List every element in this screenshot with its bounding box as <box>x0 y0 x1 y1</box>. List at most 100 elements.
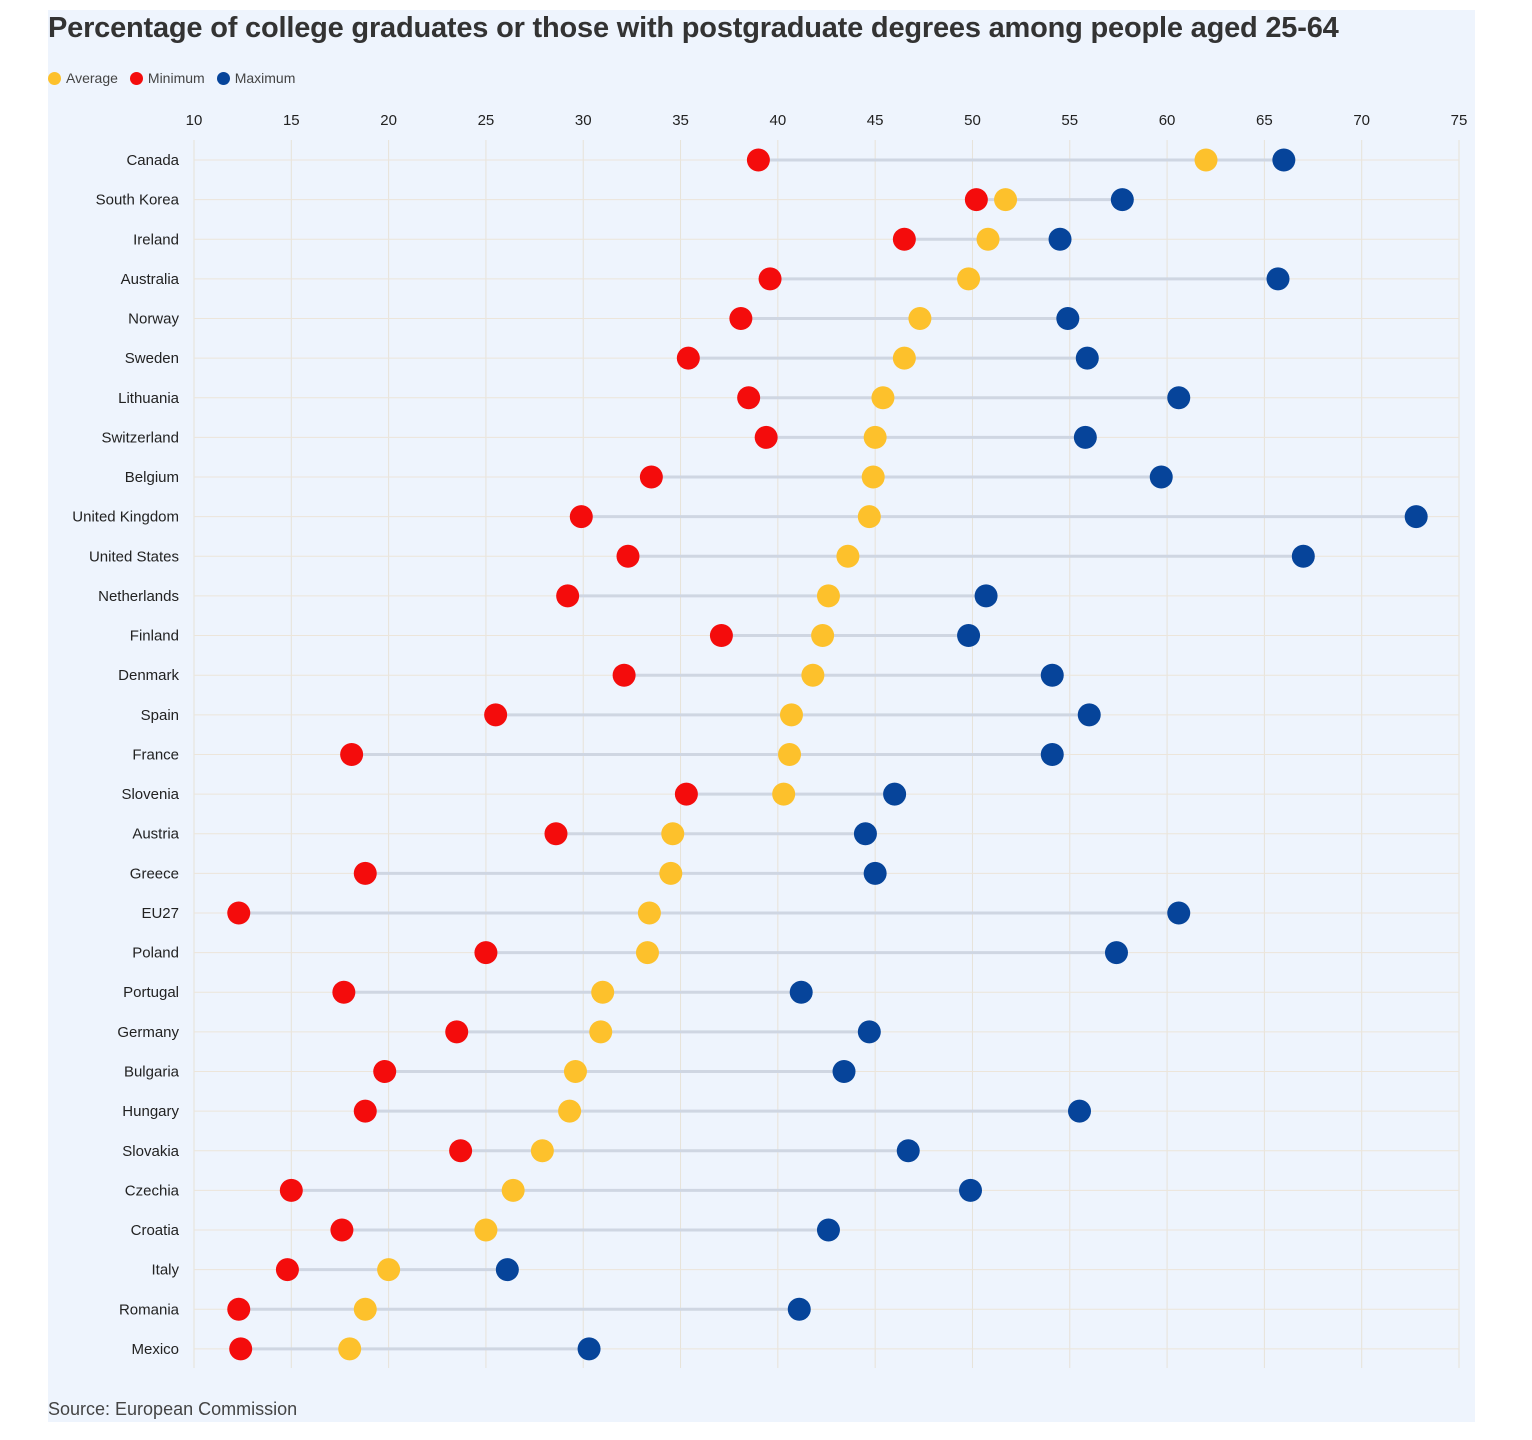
category-label-slovenia: Slovenia <box>121 786 179 803</box>
category-label-greece: Greece <box>130 865 179 882</box>
x-tick-label-20: 20 <box>380 112 397 129</box>
max-point-eu27 <box>1167 901 1191 925</box>
min-point-australia <box>758 267 782 291</box>
min-point-norway <box>729 307 753 331</box>
min-point-germany <box>445 1020 469 1044</box>
category-label-mexico: Mexico <box>131 1341 179 1358</box>
category-label-italy: Italy <box>151 1262 179 1279</box>
max-point-norway <box>1056 307 1080 331</box>
category-label-australia: Australia <box>121 271 180 288</box>
legend-item-maximum[interactable]: Maximum <box>216 70 296 86</box>
max-point-slovenia <box>883 782 907 806</box>
avg-point-romania <box>353 1297 377 1321</box>
category-label-croatia: Croatia <box>131 1222 180 1239</box>
x-tick-label-65: 65 <box>1256 112 1273 129</box>
avg-point-slovenia <box>772 782 796 806</box>
category-label-hungary: Hungary <box>122 1103 179 1120</box>
legend-label-average: Average <box>66 70 118 86</box>
max-point-mexico <box>577 1337 601 1361</box>
max-point-croatia <box>816 1218 840 1242</box>
min-point-romania <box>227 1297 251 1321</box>
chart-title: Percentage of college graduates or those… <box>48 12 1339 44</box>
legend-item-average[interactable]: Average <box>48 70 118 86</box>
avg-point-lithuania <box>871 386 895 410</box>
min-point-france <box>340 742 364 766</box>
min-point-portugal <box>332 980 356 1004</box>
min-point-mexico <box>229 1337 253 1361</box>
min-point-finland <box>709 624 733 648</box>
max-point-slovakia <box>896 1139 920 1163</box>
category-label-sweden: Sweden <box>125 350 179 367</box>
avg-point-germany <box>589 1020 613 1044</box>
avg-point-portugal <box>591 980 615 1004</box>
max-point-ireland <box>1048 227 1072 251</box>
category-label-germany: Germany <box>117 1024 179 1041</box>
min-point-belgium <box>639 465 663 489</box>
legend-marker-maximum <box>216 71 230 85</box>
max-point-bulgaria <box>832 1059 856 1083</box>
avg-point-spain <box>779 703 803 727</box>
max-point-france <box>1040 742 1064 766</box>
category-label-austria: Austria <box>132 826 179 843</box>
category-label-finland: Finland <box>130 628 179 645</box>
avg-point-poland <box>635 941 659 965</box>
avg-point-south-korea <box>994 188 1018 212</box>
category-label-ireland: Ireland <box>133 231 179 248</box>
max-point-czechia <box>959 1178 983 1202</box>
max-point-portugal <box>789 980 813 1004</box>
avg-point-belgium <box>861 465 885 489</box>
min-point-canada <box>746 148 770 172</box>
max-point-lithuania <box>1167 386 1191 410</box>
max-point-belgium <box>1149 465 1173 489</box>
avg-point-slovakia <box>530 1139 554 1163</box>
category-label-switzerland: Switzerland <box>101 429 179 446</box>
category-label-spain: Spain <box>141 707 179 724</box>
source-note: Source: European Commission <box>48 1399 298 1419</box>
max-point-canada <box>1272 148 1296 172</box>
max-point-italy <box>495 1258 519 1282</box>
avg-point-australia <box>957 267 981 291</box>
category-label-slovakia: Slovakia <box>122 1143 179 1160</box>
min-point-switzerland <box>754 425 778 449</box>
min-point-lithuania <box>737 386 761 410</box>
min-point-sweden <box>676 346 700 370</box>
max-point-sweden <box>1075 346 1099 370</box>
max-point-denmark <box>1040 663 1064 687</box>
min-point-bulgaria <box>373 1059 397 1083</box>
max-point-spain <box>1077 703 1101 727</box>
x-tick-label-45: 45 <box>867 112 884 129</box>
max-point-finland <box>957 624 981 648</box>
category-label-united-states: United States <box>89 548 179 565</box>
min-point-united-kingdom <box>569 505 593 529</box>
x-tick-label-25: 25 <box>478 112 495 129</box>
category-label-bulgaria: Bulgaria <box>124 1063 180 1080</box>
x-tick-label-35: 35 <box>672 112 689 129</box>
legend-item-minimum[interactable]: Minimum <box>129 70 205 86</box>
min-point-netherlands <box>556 584 580 608</box>
category-label-belgium: Belgium <box>125 469 179 486</box>
category-label-czechia: Czechia <box>125 1182 180 1199</box>
category-label-eu27: EU27 <box>141 905 179 922</box>
category-label-south-korea: South Korea <box>96 192 180 209</box>
max-point-austria <box>853 822 877 846</box>
max-point-netherlands <box>974 584 998 608</box>
min-point-ireland <box>892 227 916 251</box>
avg-point-netherlands <box>816 584 840 608</box>
x-tick-label-60: 60 <box>1159 112 1176 129</box>
max-point-switzerland <box>1073 425 1097 449</box>
legend-label-maximum: Maximum <box>234 70 296 86</box>
x-tick-label-75: 75 <box>1451 112 1468 129</box>
legend-marker-minimum <box>129 71 143 85</box>
category-label-united-kingdom: United Kingdom <box>72 509 179 526</box>
avg-point-switzerland <box>863 425 887 449</box>
category-label-portugal: Portugal <box>123 984 179 1001</box>
avg-point-canada <box>1194 148 1218 172</box>
x-tick-label-15: 15 <box>283 112 300 129</box>
avg-point-denmark <box>801 663 825 687</box>
min-point-south-korea <box>964 188 988 212</box>
min-point-eu27 <box>227 901 251 925</box>
avg-point-finland <box>811 624 835 648</box>
avg-point-united-kingdom <box>857 505 881 529</box>
max-point-poland <box>1104 941 1128 965</box>
